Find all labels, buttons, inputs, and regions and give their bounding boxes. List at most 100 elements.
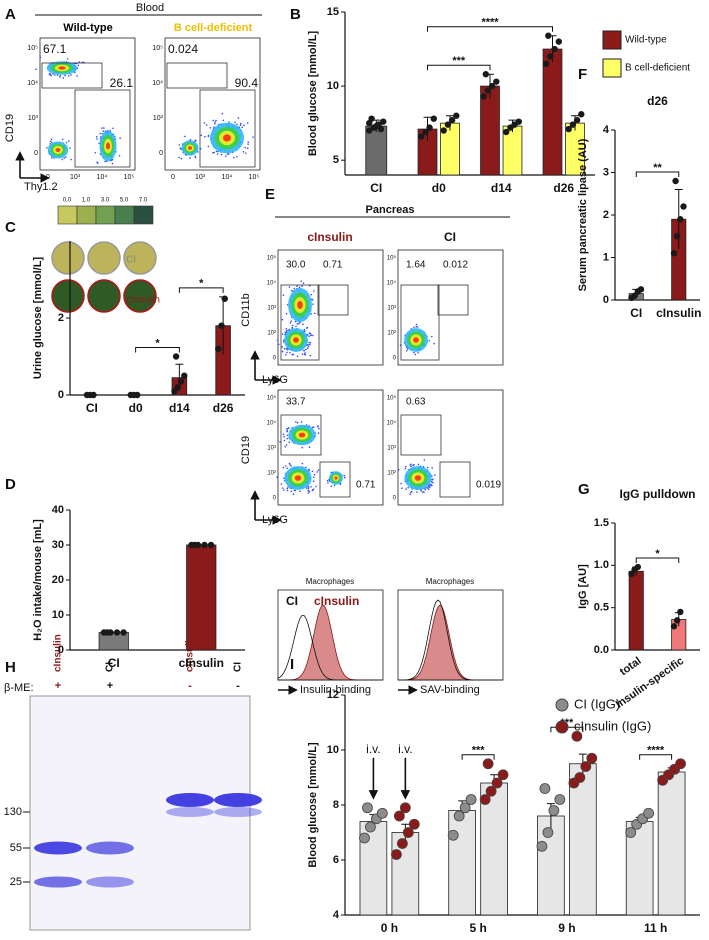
label: 67.1 bbox=[43, 42, 67, 56]
gel-band bbox=[86, 876, 134, 888]
event-dot bbox=[410, 465, 412, 468]
event-dot bbox=[305, 487, 308, 489]
gel-band bbox=[34, 841, 82, 855]
event-dot bbox=[289, 322, 292, 324]
label: d26 bbox=[213, 401, 234, 415]
event-dot bbox=[317, 432, 320, 434]
event-dot bbox=[426, 466, 429, 469]
event-dot bbox=[69, 147, 71, 149]
event-dot bbox=[305, 466, 307, 469]
event-dot bbox=[308, 335, 310, 338]
label: CI bbox=[630, 306, 642, 320]
label: 0 bbox=[34, 150, 38, 157]
event-dot bbox=[276, 476, 278, 479]
legend-swatch bbox=[602, 30, 622, 50]
event-dot bbox=[305, 348, 307, 351]
event-dot bbox=[103, 127, 105, 129]
event-dot bbox=[286, 487, 289, 490]
label: H₂O intake/mouse [mL] bbox=[32, 519, 44, 641]
event-dot bbox=[413, 463, 415, 466]
label: Serum pancreatic lipase (AU) bbox=[577, 138, 589, 291]
label: CD19 bbox=[4, 114, 16, 142]
label: 10⁴ bbox=[97, 174, 108, 181]
event-dot bbox=[283, 439, 286, 442]
gate bbox=[319, 461, 351, 498]
label: cInsulin bbox=[185, 634, 196, 672]
gate bbox=[400, 414, 442, 456]
event-dot bbox=[232, 156, 235, 159]
label: 10² bbox=[387, 471, 396, 477]
label: 1.5 bbox=[594, 517, 609, 529]
label: 0.71 bbox=[356, 480, 376, 491]
event-dot bbox=[299, 490, 301, 493]
label: 1.0 bbox=[594, 559, 609, 571]
event-dot bbox=[63, 157, 65, 159]
data-point bbox=[555, 38, 562, 45]
event-dot bbox=[78, 61, 80, 63]
event-dot bbox=[309, 354, 312, 357]
label: 0 bbox=[393, 496, 397, 502]
label: 10⁵ bbox=[152, 45, 163, 52]
event-dot bbox=[50, 74, 52, 77]
event-dot bbox=[286, 434, 289, 437]
density bbox=[298, 432, 306, 438]
event-dot bbox=[277, 343, 280, 346]
event-dot bbox=[313, 290, 315, 292]
urine-well bbox=[123, 279, 157, 313]
bar bbox=[537, 815, 565, 916]
event-dot bbox=[95, 136, 98, 138]
event-dot bbox=[303, 328, 306, 331]
label: 10⁴ bbox=[267, 280, 277, 287]
event-dot bbox=[301, 462, 304, 465]
label: 0 bbox=[171, 174, 175, 181]
density bbox=[223, 134, 231, 142]
data-point bbox=[672, 177, 679, 185]
event-dot bbox=[212, 151, 214, 154]
data-point bbox=[359, 832, 370, 844]
event-dot bbox=[405, 465, 407, 468]
event-dot bbox=[283, 347, 286, 350]
density bbox=[294, 475, 302, 481]
density bbox=[58, 66, 66, 70]
data-point bbox=[677, 608, 684, 616]
data-point bbox=[479, 794, 491, 805]
label: 10⁵ bbox=[124, 174, 135, 181]
label: 10³ bbox=[267, 306, 276, 312]
event-dot bbox=[246, 147, 249, 149]
event-dot bbox=[296, 421, 299, 424]
label: i.v. bbox=[366, 742, 380, 756]
label: 10⁵ bbox=[27, 45, 38, 52]
event-dot bbox=[311, 470, 314, 473]
event-dot bbox=[48, 73, 51, 76]
data-point bbox=[362, 802, 373, 814]
event-dot bbox=[339, 483, 342, 485]
event-dot bbox=[343, 474, 346, 477]
event-dot bbox=[309, 341, 312, 344]
event-dot bbox=[216, 153, 219, 155]
event-dot bbox=[279, 441, 281, 443]
event-dot bbox=[284, 465, 287, 467]
label: A bbox=[5, 6, 16, 23]
event-dot bbox=[397, 468, 400, 471]
strip-pad bbox=[76, 205, 97, 225]
gel-band bbox=[86, 841, 134, 855]
event-dot bbox=[215, 150, 218, 153]
strip-pad bbox=[57, 205, 78, 225]
label: cInsulin bbox=[314, 594, 359, 608]
label: 0.024 bbox=[168, 42, 198, 56]
event-dot bbox=[310, 486, 312, 488]
event-dot bbox=[431, 335, 433, 338]
label: B cell-deficient bbox=[174, 22, 253, 34]
label: 5 bbox=[333, 154, 339, 166]
event-dot bbox=[64, 74, 66, 77]
label: 11 h bbox=[644, 921, 667, 935]
event-dot bbox=[234, 121, 236, 124]
urine-well bbox=[51, 279, 85, 313]
label: Insulin-binding bbox=[300, 684, 371, 696]
label: 0 bbox=[58, 389, 64, 401]
event-dot bbox=[307, 343, 309, 346]
data-point bbox=[453, 112, 460, 119]
data-point bbox=[543, 60, 550, 68]
strip-pad bbox=[133, 205, 154, 225]
label: 10⁴ bbox=[387, 280, 397, 287]
